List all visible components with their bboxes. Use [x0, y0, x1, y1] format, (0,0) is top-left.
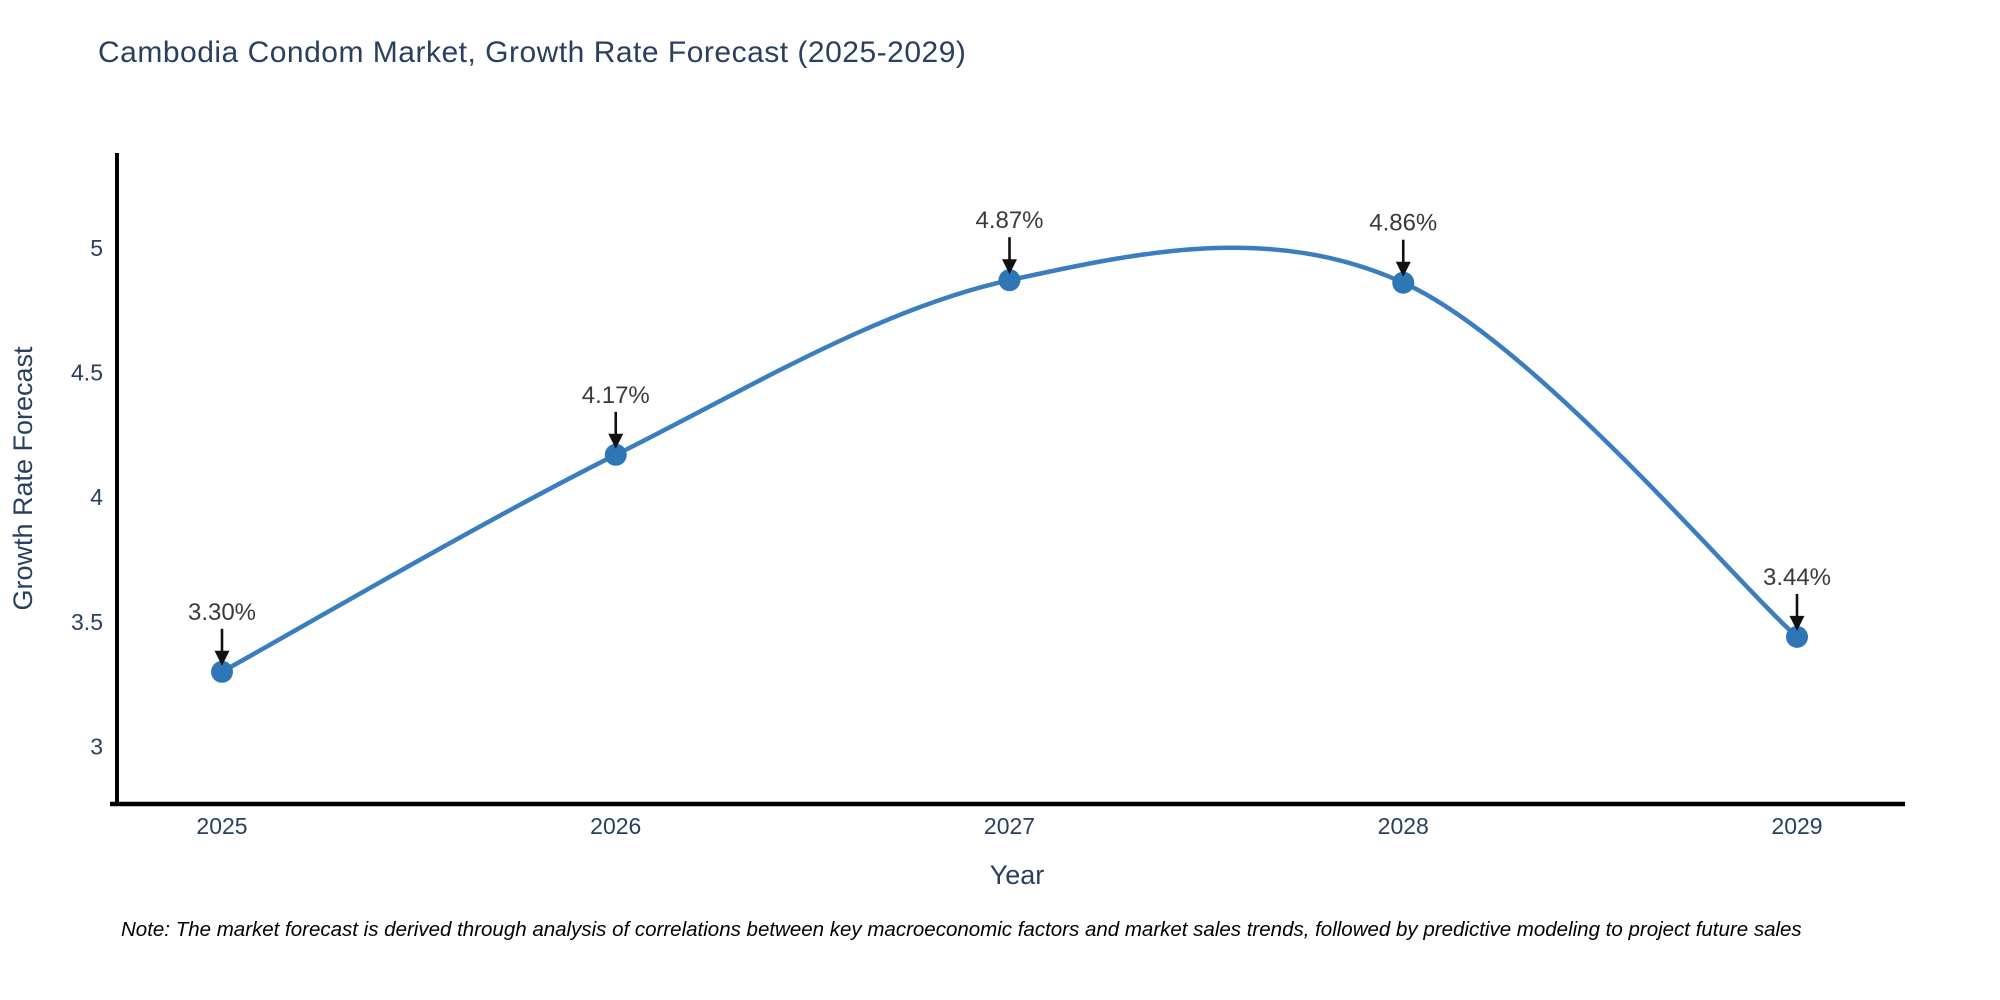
- point-value-label: 3.44%: [1763, 564, 1831, 591]
- annotation-arrowhead-icon: [1789, 615, 1805, 631]
- x-tick-label: 2027: [984, 813, 1035, 839]
- data-point-marker: [1786, 625, 1808, 648]
- point-value-label: 4.86%: [1369, 210, 1437, 237]
- data-point-marker: [998, 269, 1021, 292]
- annotation-arrowhead-icon: [608, 433, 624, 449]
- annotation-arrowhead-icon: [1395, 261, 1411, 277]
- annotation-arrowhead-icon: [214, 650, 230, 666]
- data-point-marker: [211, 660, 233, 683]
- x-tick-label: 2025: [196, 813, 247, 839]
- x-tick-label: 2029: [1771, 813, 1822, 839]
- point-value-label: 4.17%: [582, 382, 650, 409]
- point-value-label: 3.30%: [188, 599, 256, 626]
- y-axis-title: Growth Rate Forecast: [8, 346, 38, 611]
- y-tick-label: 5: [90, 235, 103, 261]
- point-value-label: 4.87%: [975, 207, 1043, 234]
- x-tick-label: 2028: [1378, 813, 1429, 839]
- x-tick-label: 2026: [590, 813, 641, 839]
- x-axis-title: Year: [990, 860, 1045, 890]
- y-tick-label: 3.5: [71, 609, 103, 635]
- data-point-marker: [1392, 271, 1415, 294]
- data-point-marker: [604, 443, 627, 466]
- y-tick-label: 4.5: [71, 359, 103, 385]
- y-tick-label: 3: [90, 734, 103, 760]
- annotation-arrowhead-icon: [1002, 259, 1017, 275]
- series-line: [220, 245, 1799, 674]
- y-tick-label: 4: [90, 484, 103, 510]
- chart-title: Cambodia Condom Market, Growth Rate Fore…: [98, 36, 967, 69]
- chart-footnote: Note: The market forecast is derived thr…: [121, 918, 1802, 941]
